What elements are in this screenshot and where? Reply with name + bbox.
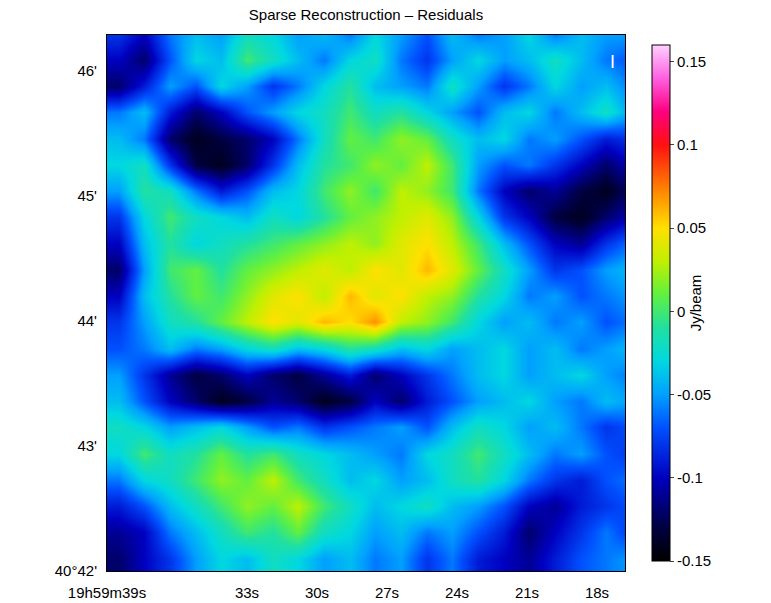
svg-text:-0.1: -0.1 xyxy=(677,469,703,486)
svg-text:21s: 21s xyxy=(515,584,539,601)
svg-text:Jy/beam: Jy/beam xyxy=(687,275,704,332)
svg-text:43': 43' xyxy=(77,437,97,454)
svg-text:-0.15: -0.15 xyxy=(677,552,711,569)
svg-text:46': 46' xyxy=(77,62,97,79)
svg-text:30s: 30s xyxy=(305,584,329,601)
svg-text:45': 45' xyxy=(77,187,97,204)
svg-text:I: I xyxy=(610,52,615,72)
svg-text:24s: 24s xyxy=(445,584,469,601)
svg-text:19h59m39s: 19h59m39s xyxy=(68,584,146,601)
svg-text:0.1: 0.1 xyxy=(677,136,698,153)
svg-text:0.15: 0.15 xyxy=(677,53,706,70)
svg-text:33s: 33s xyxy=(235,584,259,601)
svg-text:Sparse Reconstruction – Residu: Sparse Reconstruction – Residuals xyxy=(249,6,483,23)
svg-text:-0.05: -0.05 xyxy=(677,386,711,403)
svg-text:0.05: 0.05 xyxy=(677,219,706,236)
svg-text:18s: 18s xyxy=(585,584,609,601)
svg-text:44': 44' xyxy=(77,312,97,329)
svg-text:0: 0 xyxy=(677,303,685,320)
svg-text:40°42': 40°42' xyxy=(55,562,97,579)
svg-text:27s: 27s xyxy=(375,584,399,601)
